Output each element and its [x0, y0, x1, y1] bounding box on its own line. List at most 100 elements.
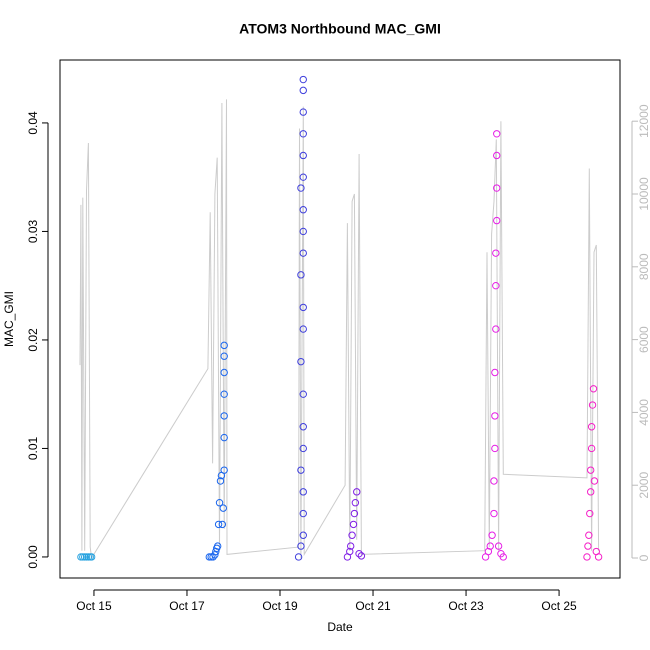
point	[220, 341, 228, 350]
point	[220, 368, 228, 377]
point	[493, 130, 501, 138]
point	[493, 184, 501, 192]
y-tick-label: 0.00	[26, 545, 40, 569]
point	[299, 206, 307, 214]
point	[219, 504, 227, 512]
point	[79, 553, 87, 561]
point	[493, 216, 501, 225]
point	[346, 542, 355, 550]
x-tick-label: Oct 23	[448, 599, 484, 613]
point	[299, 130, 307, 138]
point	[299, 86, 307, 95]
chart-title: ATOM3 Northbound MAC_GMI	[239, 21, 441, 37]
point	[87, 553, 96, 561]
point	[84, 553, 93, 561]
point	[299, 108, 307, 116]
point	[590, 477, 599, 485]
point	[589, 385, 598, 393]
point	[491, 412, 499, 420]
point	[299, 75, 307, 84]
point	[220, 390, 228, 398]
point	[488, 531, 496, 539]
point	[584, 542, 592, 550]
point	[494, 542, 503, 550]
point	[207, 553, 215, 561]
point	[297, 466, 305, 474]
point	[490, 509, 498, 518]
y-tick-label: 0.04	[26, 111, 40, 135]
point	[588, 401, 597, 409]
point	[213, 542, 222, 550]
point	[353, 488, 361, 496]
point	[346, 547, 354, 556]
point	[299, 249, 307, 257]
point	[348, 531, 356, 539]
point	[299, 173, 307, 181]
point	[492, 325, 500, 333]
point	[583, 553, 591, 561]
point	[357, 552, 366, 560]
point	[299, 325, 307, 333]
point	[299, 423, 307, 431]
point	[294, 553, 303, 561]
y2-tick-label: 4000	[637, 399, 650, 426]
point	[220, 466, 228, 474]
y-axis-label: MAC_GMI	[2, 291, 16, 347]
point	[586, 488, 595, 496]
point	[299, 531, 307, 539]
point	[492, 281, 500, 290]
point	[587, 444, 596, 453]
y2-tick-label: 10000	[637, 177, 650, 211]
y-tick-label: 0.03	[26, 219, 40, 243]
plot-frame	[59, 59, 621, 579]
point	[215, 498, 224, 507]
x-tick-label: Oct 21	[355, 599, 391, 613]
point	[220, 352, 228, 360]
point	[80, 553, 89, 561]
point	[297, 271, 305, 279]
point	[77, 553, 85, 561]
x-tick-label: Oct 15	[76, 599, 112, 613]
point	[82, 553, 91, 561]
line-series	[79, 99, 600, 560]
point	[218, 520, 227, 529]
point	[490, 477, 498, 485]
point	[587, 423, 596, 431]
point	[351, 498, 360, 507]
point	[299, 151, 307, 160]
point	[493, 151, 501, 160]
point	[211, 551, 219, 559]
point	[586, 466, 595, 474]
point	[594, 553, 603, 561]
y-tick-label: 0.01	[26, 436, 40, 460]
y2-tick-label: 12000	[637, 104, 650, 138]
point	[499, 553, 507, 561]
point	[355, 549, 363, 558]
point	[297, 542, 305, 550]
point	[349, 520, 358, 529]
point	[299, 303, 307, 312]
point	[214, 520, 223, 529]
point	[492, 249, 500, 257]
x-tick-label: Oct 25	[541, 599, 577, 613]
point	[486, 542, 494, 550]
y-tick-label: 0.02	[26, 328, 40, 352]
point	[297, 184, 305, 192]
point	[299, 444, 307, 453]
point	[586, 509, 594, 518]
x-axis-label: Date	[327, 620, 353, 634]
point	[299, 390, 307, 398]
point	[491, 368, 499, 377]
point	[297, 357, 305, 366]
point	[220, 433, 228, 442]
point	[216, 477, 225, 485]
point	[350, 509, 359, 518]
point	[299, 509, 307, 518]
x-tick-label: Oct 19	[262, 599, 298, 613]
y2-tick-label: 6000	[637, 326, 650, 353]
point	[220, 412, 228, 420]
y2-tick-label: 2000	[637, 472, 650, 499]
point	[491, 444, 499, 453]
point	[299, 227, 307, 236]
